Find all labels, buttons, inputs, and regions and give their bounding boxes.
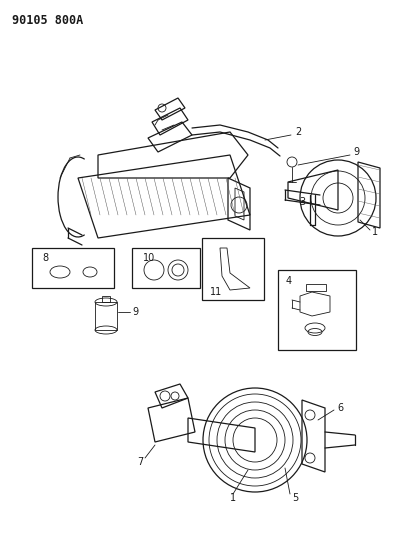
Text: 1: 1 <box>230 493 236 503</box>
Text: 2: 2 <box>295 127 301 137</box>
Text: 11: 11 <box>210 287 222 297</box>
Text: 3: 3 <box>299 197 305 207</box>
Text: 9: 9 <box>132 307 138 317</box>
Text: 5: 5 <box>292 493 298 503</box>
Text: 90105 800A: 90105 800A <box>12 14 83 27</box>
Text: 1: 1 <box>372 227 378 237</box>
Bar <box>32 248 114 288</box>
Bar <box>132 248 200 288</box>
Text: 7: 7 <box>137 457 143 467</box>
Bar <box>95 302 117 330</box>
Text: 10: 10 <box>143 253 155 263</box>
Bar <box>278 270 356 350</box>
Text: 8: 8 <box>42 253 48 263</box>
Text: 6: 6 <box>337 403 343 413</box>
Text: 9: 9 <box>353 147 359 157</box>
Bar <box>202 238 264 300</box>
Bar <box>102 296 110 302</box>
Text: 4: 4 <box>286 276 292 286</box>
Bar <box>306 284 326 291</box>
